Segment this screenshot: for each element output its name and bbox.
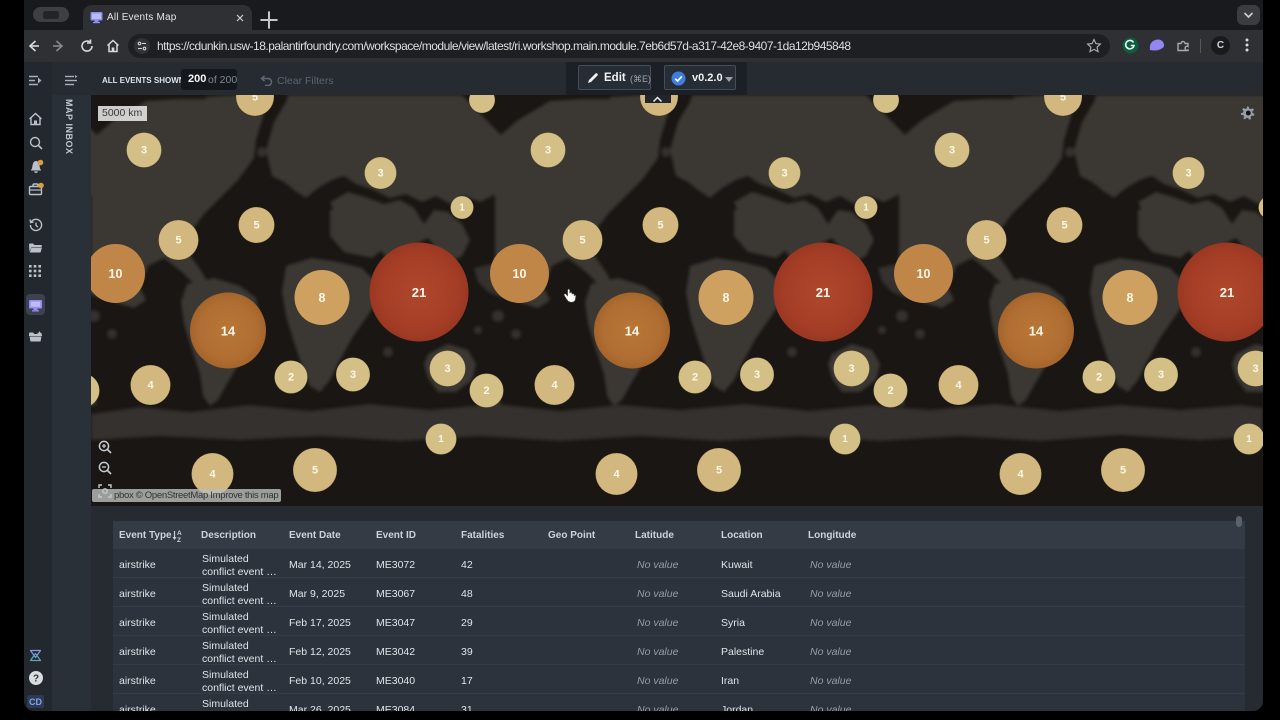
svg-text:Z: Z [177,537,181,542]
svg-text:?: ? [32,674,38,685]
svg-text:A: A [177,530,182,537]
svg-text:CD: CD [29,696,42,706]
